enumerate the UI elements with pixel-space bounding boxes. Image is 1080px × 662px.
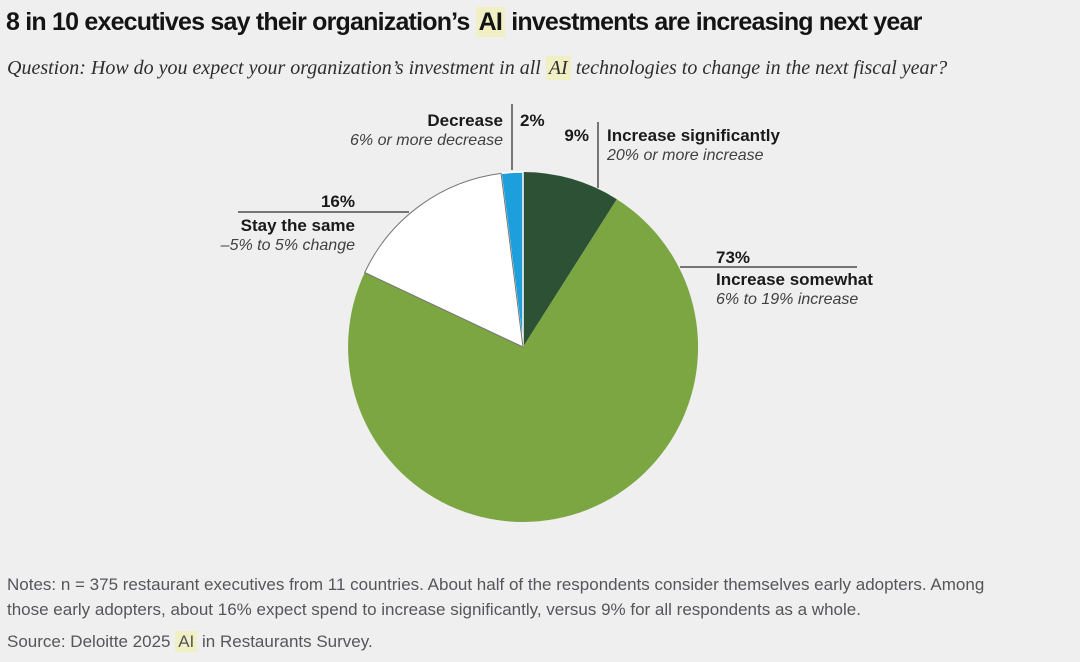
- callout-increase-somewhat-label: Increase somewhat: [716, 270, 873, 289]
- callout-decrease-label: Decrease: [427, 111, 503, 130]
- pie-slice-increase-significantly: [523, 171, 617, 347]
- callout-stay-the-same-sublabel: –5% to 5% change: [220, 237, 355, 254]
- title-ai-highlight: AI: [475, 7, 506, 37]
- callout-increase-somewhat-pct: 73%: [716, 248, 751, 267]
- callout-increase-somewhat: 73% Increase somewhat 6% to 19% increase: [716, 248, 873, 310]
- page-title: 8 in 10 executives say their organizatio…: [6, 7, 1080, 37]
- source-text-post: in Restaurants Survey.: [197, 632, 373, 651]
- callout-stay-the-same-label: Stay the same: [240, 216, 355, 235]
- callout-increase-significantly-sublabel: 20% or more increase: [607, 147, 764, 164]
- callout-increase-significantly-label: Increase significantly: [607, 126, 780, 145]
- footnote-source: Source: Deloitte 2025 AI in Restaurants …: [7, 631, 1007, 653]
- question-ai-highlight: AI: [545, 56, 571, 80]
- callout-decrease-sublabel: 6% or more decrease: [350, 132, 503, 149]
- question-text-pre: Question: How do you expect your organiz…: [7, 57, 546, 79]
- pie-slice-stay-the-same: [364, 172, 524, 348]
- title-text-post: investments are increasing next year: [505, 8, 922, 36]
- pie-slice-increase-somewhat: [348, 199, 699, 522]
- callout-decrease: Decrease 6% or more decrease: [350, 111, 503, 151]
- source-text-pre: Source: Deloitte 2025: [7, 632, 176, 651]
- callout-increase-significantly: Increase significantly 20% or more incre…: [607, 126, 780, 166]
- source-ai-highlight: AI: [175, 631, 198, 652]
- title-text-pre: 8 in 10 executives say their organizatio…: [6, 8, 476, 36]
- pie-slices: [348, 171, 699, 522]
- callout-decrease-pct: 2%: [520, 111, 545, 130]
- callout-stay-the-same: 16% Stay the same –5% to 5% change: [221, 192, 355, 256]
- footnote-notes: Notes: n = 375 restaurant executives fro…: [7, 575, 985, 619]
- callout-increase-significantly-pct: 9%: [564, 126, 589, 145]
- callout-increase-somewhat-sublabel: 6% to 19% increase: [716, 291, 859, 308]
- callout-stay-the-same-pct: 16%: [320, 192, 355, 211]
- survey-question: Question: How do you expect your organiz…: [7, 56, 1077, 80]
- question-text-post: technologies to change in the next fisca…: [570, 57, 948, 79]
